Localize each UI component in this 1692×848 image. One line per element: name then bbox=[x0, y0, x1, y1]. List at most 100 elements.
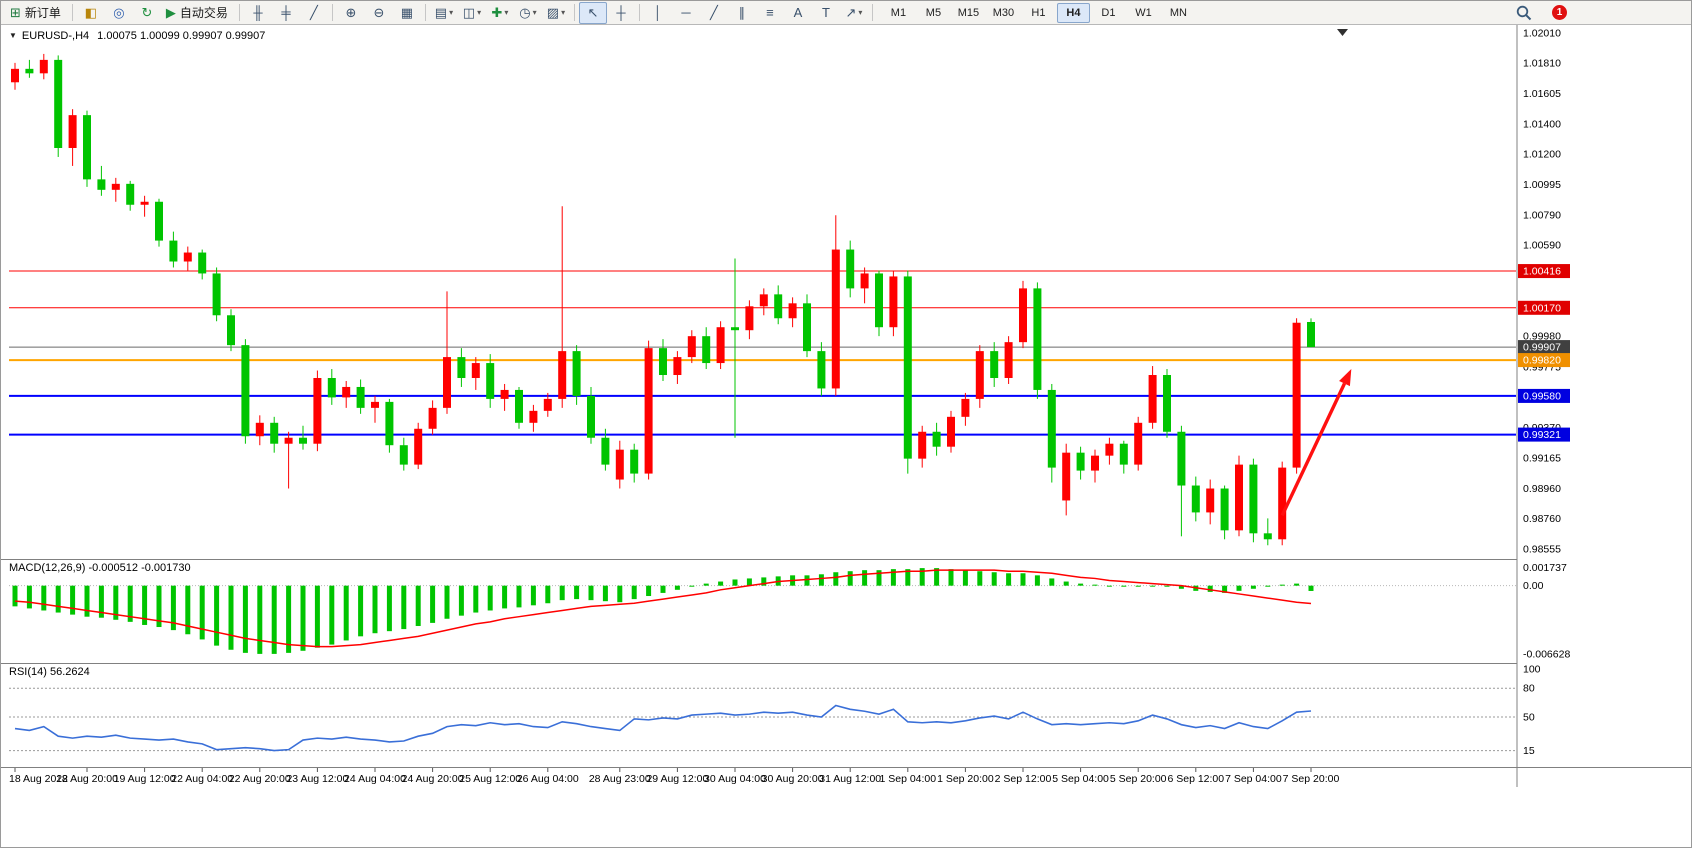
bar-chart-icon: ╫ bbox=[253, 5, 263, 20]
zoom-out-button[interactable]: ⊖ bbox=[365, 2, 393, 24]
rsi-panel[interactable]: 100 80 50 15 bbox=[1, 663, 1692, 767]
svg-text:1.00590: 1.00590 bbox=[1523, 240, 1561, 252]
empty-strip bbox=[1, 787, 1691, 847]
autotrading-button[interactable]: ▶ 自动交易 bbox=[161, 2, 235, 24]
equidistant-channel-button[interactable]: ∥ bbox=[728, 2, 756, 24]
fibonacci-button[interactable]: ≡ bbox=[756, 2, 784, 24]
market-watch-icon: ◧ bbox=[84, 5, 98, 20]
macd-label: MACD(12,26,9) -0.000512 -0.001730 bbox=[9, 562, 191, 574]
svg-text:0.99321: 0.99321 bbox=[1523, 429, 1561, 441]
refresh-button[interactable]: ↻ bbox=[133, 2, 161, 24]
price-axis-labels[interactable]: 1.02010 1.01810 1.01605 1.01400 1.01200 1.009… bbox=[1523, 28, 1561, 556]
svg-text:7 Sep 04:00: 7 Sep 04:00 bbox=[1225, 773, 1282, 785]
new-order-button[interactable]: ⊞ 新订单 bbox=[5, 2, 68, 24]
svg-text:0.001737: 0.001737 bbox=[1523, 562, 1567, 574]
svg-text:0.99165: 0.99165 bbox=[1523, 452, 1561, 464]
vertical-line-icon: │ bbox=[653, 5, 662, 20]
navigator-button[interactable]: ◎ bbox=[105, 2, 133, 24]
chart-title: ▼ EURUSD-,H4 1.00075 1.00099 0.99907 0.999… bbox=[9, 30, 265, 42]
toolbar-separator bbox=[71, 4, 73, 21]
svg-text:1.01810: 1.01810 bbox=[1523, 57, 1561, 69]
svg-text:19 Aug 12:00: 19 Aug 12:00 bbox=[114, 773, 176, 785]
timeframe-m5-button[interactable]: M5 bbox=[925, 6, 942, 19]
candlestick-icon: ╪ bbox=[281, 5, 291, 20]
vertical-line-button[interactable]: │ bbox=[644, 2, 672, 24]
price-tag: 0.99907 bbox=[1518, 340, 1570, 355]
clock-icon: ◷ bbox=[519, 5, 531, 20]
periods-button[interactable]: ◷ ▾ bbox=[514, 2, 542, 24]
chevron-down-icon: ▾ bbox=[532, 8, 537, 17]
svg-text:5 Sep 04:00: 5 Sep 04:00 bbox=[1052, 773, 1109, 785]
toolbar: ⊞ 新订单 ◧ ◎ ↻ ▶ 自动交易 ╫ ╪ ╱ ⊕ ⊖ ▦ ▤ ▾ ◫ ▾ ✚ ▾ ◷ ▾ ▨ ▾ ↖ ┼ │ ─ ╱ ∥ ≡ A T ↗ ▾ … bbox=[1, 1, 1691, 25]
add-indicator-icon: ✚ bbox=[491, 5, 503, 20]
svg-text:1.01400: 1.01400 bbox=[1523, 119, 1561, 131]
templates-button[interactable]: ▨ ▾ bbox=[542, 2, 570, 24]
timeframe-d1-button[interactable]: D1 bbox=[1101, 6, 1116, 19]
macd-axis-labels[interactable]: 0.001737 0.00 -0.006628 bbox=[1523, 562, 1570, 660]
svg-text:18 Aug 2022: 18 Aug 2022 bbox=[9, 773, 68, 785]
timeframe-w1-button[interactable]: W1 bbox=[1135, 6, 1152, 19]
timeframe-h1-button[interactable]: H1 bbox=[1031, 6, 1046, 19]
timeframe-m1-button[interactable]: M1 bbox=[890, 6, 907, 19]
svg-text:22 Aug 04:00: 22 Aug 04:00 bbox=[171, 773, 233, 785]
tile-windows-button[interactable]: ▦ bbox=[393, 2, 421, 24]
chevron-down-icon: ▾ bbox=[477, 8, 482, 17]
crosshair-button[interactable]: ┼ bbox=[607, 2, 635, 24]
tile-windows-icon: ▦ bbox=[400, 5, 414, 20]
timeframe-m30-button[interactable]: M30 bbox=[992, 6, 1015, 19]
toolbar-separator bbox=[871, 4, 873, 21]
toolbar-separator bbox=[331, 4, 333, 21]
label-button[interactable]: T bbox=[812, 2, 840, 24]
trendline-icon: ╱ bbox=[710, 5, 718, 20]
svg-text:1 Sep 04:00: 1 Sep 04:00 bbox=[879, 773, 936, 785]
search-icon bbox=[1516, 5, 1532, 21]
svg-text:1.00995: 1.00995 bbox=[1523, 179, 1561, 191]
line-chart-button[interactable]: ╱ bbox=[300, 2, 328, 24]
chart-shift-marker[interactable] bbox=[1337, 29, 1348, 36]
market-watch-button[interactable]: ◧ bbox=[77, 2, 105, 24]
svg-text:25 Aug 12:00: 25 Aug 12:00 bbox=[459, 773, 521, 785]
candlestick-chart-button[interactable]: ╪ bbox=[272, 2, 300, 24]
collapse-triangle-icon[interactable]: ▼ bbox=[9, 31, 17, 40]
zoom-in-button[interactable]: ⊕ bbox=[337, 2, 365, 24]
cursor-button[interactable]: ↖ bbox=[578, 1, 607, 24]
text-button[interactable]: A bbox=[784, 2, 812, 24]
label-icon: T bbox=[821, 5, 830, 20]
new-order-icon: ⊞ bbox=[10, 5, 21, 20]
horizontal-line-button[interactable]: ─ bbox=[672, 2, 700, 24]
chevron-down-icon: ▾ bbox=[561, 8, 566, 17]
rsi-label: RSI(14) 56.2624 bbox=[9, 666, 90, 678]
svg-text:28 Aug 23:00: 28 Aug 23:00 bbox=[589, 773, 651, 785]
timeframe-h4-button[interactable]: H4 bbox=[1056, 2, 1090, 23]
indicator-window-button[interactable]: ◫ ▾ bbox=[458, 2, 486, 24]
timeframe-mn-button[interactable]: MN bbox=[1169, 6, 1187, 19]
svg-text:0.98960: 0.98960 bbox=[1523, 483, 1561, 495]
indicator-list-button[interactable]: ▤ ▾ bbox=[430, 2, 458, 24]
svg-text:0.00: 0.00 bbox=[1523, 580, 1544, 592]
text-icon: A bbox=[793, 5, 803, 20]
macd-panel[interactable]: 0.001737 0.00 -0.006628 bbox=[1, 559, 1692, 663]
main-chart[interactable]: 1.02010 1.01810 1.01605 1.01400 1.01200 1.009… bbox=[1, 25, 1692, 559]
svg-text:22 Aug 20:00: 22 Aug 20:00 bbox=[229, 773, 291, 785]
arrows-button[interactable]: ↗ ▾ bbox=[840, 2, 868, 24]
rsi-axis-labels[interactable]: 100 80 50 15 bbox=[1523, 664, 1541, 758]
svg-text:80: 80 bbox=[1523, 683, 1535, 695]
price-tag: 0.99820 bbox=[1518, 353, 1570, 368]
svg-text:23 Aug 12:00: 23 Aug 12:00 bbox=[286, 773, 348, 785]
add-indicator-button[interactable]: ✚ ▾ bbox=[486, 2, 514, 24]
svg-text:1.01200: 1.01200 bbox=[1523, 148, 1561, 160]
search-button[interactable] bbox=[1515, 4, 1533, 22]
svg-text:1.00416: 1.00416 bbox=[1523, 266, 1561, 278]
channel-icon: ∥ bbox=[738, 5, 746, 20]
trend-arrow-annotation[interactable] bbox=[1280, 369, 1352, 517]
timeframe-m15-button[interactable]: M15 bbox=[957, 6, 980, 19]
svg-text:6 Sep 12:00: 6 Sep 12:00 bbox=[1167, 773, 1224, 785]
svg-text:0.99980: 0.99980 bbox=[1523, 331, 1561, 343]
svg-text:1.02010: 1.02010 bbox=[1523, 28, 1561, 40]
bar-chart-button[interactable]: ╫ bbox=[244, 2, 272, 24]
trendline-button[interactable]: ╱ bbox=[700, 2, 728, 24]
notification-badge[interactable]: 1 bbox=[1552, 5, 1567, 20]
